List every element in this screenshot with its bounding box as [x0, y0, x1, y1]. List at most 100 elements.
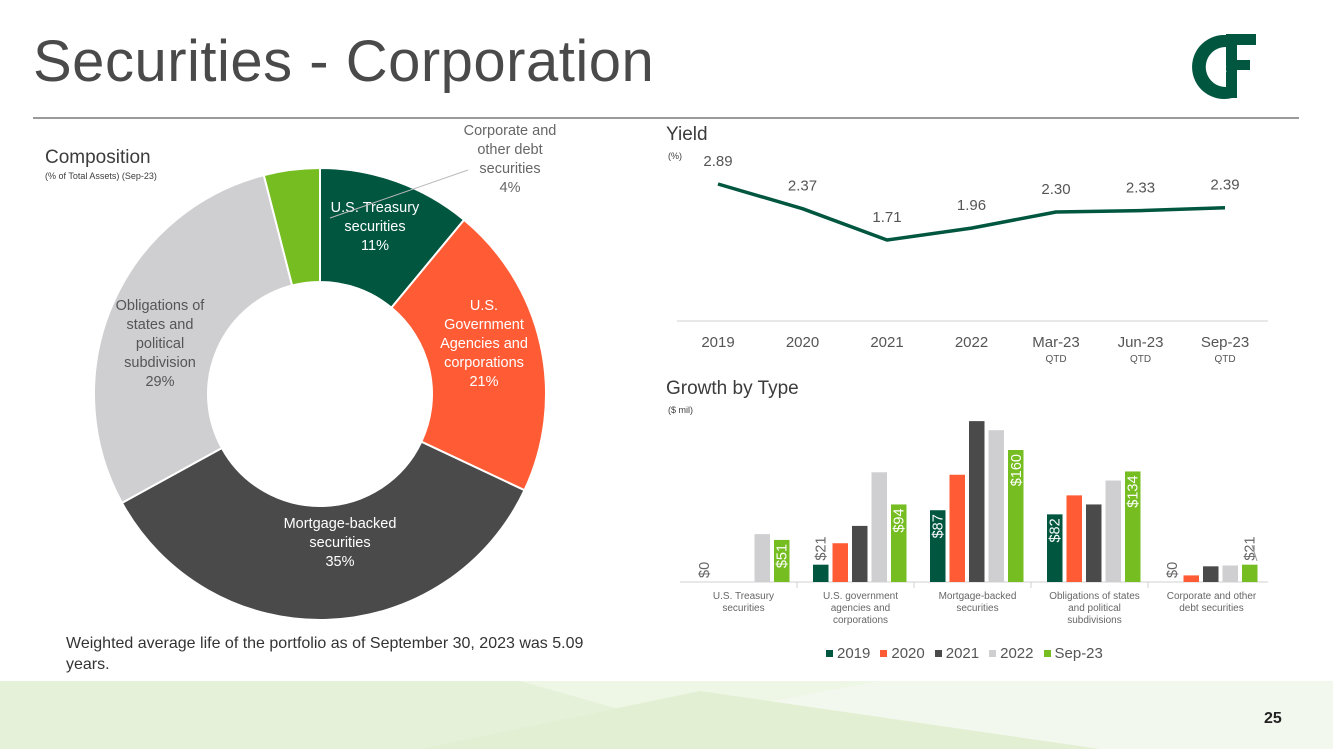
bar-data-label: $87 [931, 514, 947, 538]
growth-x-tick-label: and political [1068, 603, 1121, 614]
donut-slice-corporate-and-other-debt-securities [262, 166, 321, 287]
donut-percent-label: 4% [500, 180, 521, 196]
bar-sep-23-u-s-government-agencies-and-corporations [891, 504, 907, 582]
yield-x-tick-label: 2022 [955, 334, 988, 351]
bar-sep-23-corporate-and-other-debt-securities [1242, 564, 1258, 582]
yield-x-tick-label: Jun-23 [1118, 334, 1164, 351]
yield-data-label: 2.33 [1126, 180, 1155, 197]
composition-donut-chart: U.S. Treasury securities 11% U.S. Government… [93, 123, 557, 621]
bar-2019-obligations-of-states-and-political-subdivisions [1047, 514, 1063, 582]
growth-x-tick-label: corporations [833, 615, 888, 626]
bar-2019-mortgage-backed-securities [930, 510, 946, 582]
yield-x-tick-sublabel: QTD [1130, 354, 1151, 365]
logo-ampersand: & [1217, 59, 1228, 76]
yield-line-chart: 2.89 2019 2.37 2020 1.71 2021 1.96 2022 2.30 Mar-… [677, 153, 1268, 365]
page-number: 25 [1264, 710, 1282, 727]
growth-x-tick-label: Obligations of states [1049, 591, 1140, 602]
legend-item-2020: 2020 [880, 645, 925, 662]
donut-label-corporate-and-other-debt-securities: Corporate and other debt securities 4% [464, 123, 557, 196]
bar-2021-corporate-and-other-debt-securities [1203, 566, 1219, 582]
growth-legend: 2019 2020 2021 2022 Sep-23 [826, 645, 1103, 662]
legend-item-2019: 2019 [826, 645, 870, 662]
donut-category-label: securities [344, 219, 405, 235]
donut-percent-label: 35% [325, 554, 354, 570]
donut-slice-u-s-government-agencies-and-corporations [389, 218, 547, 492]
title-divider [33, 117, 1299, 119]
donut-label-mortgage-backed-securities: Mortgage-backed securities 35% [284, 516, 397, 570]
leader-line [329, 169, 469, 219]
legend-item-2021: 2021 [934, 645, 979, 662]
yield-title: Yield [666, 124, 708, 145]
bar-2020-obligations-of-states-and-political-subdivisions [1066, 495, 1082, 582]
yield-data-label: 2.39 [1210, 177, 1239, 194]
donut-percent-label: 29% [145, 374, 174, 390]
donut-category-label: Corporate and [464, 123, 557, 139]
bar-2019-u-s-government-agencies-and-corporations [813, 564, 829, 582]
bar-2022-mortgage-backed-securities [988, 430, 1004, 582]
donut-percent-label: 11% [361, 238, 389, 254]
donut-category-label: securities [309, 535, 370, 551]
bar-data-label: $21 [814, 536, 830, 560]
donut-category-label: Obligations of [116, 298, 206, 314]
bar-sep-23-u-s-treasury-securities [774, 539, 790, 582]
bar-2020-corporate-and-other-debt-securities [1183, 575, 1199, 582]
portfolio-note: Weighted average life of the portfolio a… [66, 635, 584, 673]
bar-data-label: $21 [1243, 536, 1259, 560]
composition-subtitle: (% of Total Assets) (Sep-23) [45, 171, 157, 181]
donut-label-u-s-government-agencies-and-corporations: U.S. Government Agencies and corporations 21… [440, 298, 528, 390]
legend-item-2022: 2022 [989, 645, 1034, 662]
yield-x-tick-label: 2021 [870, 334, 903, 351]
growth-title: Growth by Type [666, 378, 799, 399]
donut-slice-mortgage-backed-securities [120, 440, 526, 621]
bar-2020-u-s-government-agencies-and-corporations [832, 543, 848, 582]
yield-data-label: 2.30 [1041, 181, 1070, 198]
bar-2022-u-s-government-agencies-and-corporations [871, 472, 887, 582]
bar-sep-23-mortgage-backed-securities [1008, 450, 1024, 582]
yield-data-label: 1.71 [872, 209, 901, 226]
growth-x-tick-label: agencies and [831, 603, 891, 614]
donut-category-label: corporations [444, 355, 524, 371]
bar-data-label: $160 [1009, 454, 1025, 486]
legend-item-sep23: Sep-23 [1043, 645, 1103, 662]
donut-category-label: securities [479, 161, 540, 177]
bar-data-label: $51 [775, 544, 791, 568]
bar-2022-u-s-treasury-securities [754, 534, 770, 582]
yield-x-tick-label: 2020 [786, 334, 819, 351]
donut-percent-label: 21% [469, 374, 498, 390]
bar-data-label: $94 [892, 508, 908, 532]
company-logo: & [1192, 34, 1256, 99]
bar-2021-obligations-of-states-and-political-subdivisions [1086, 504, 1102, 582]
yield-x-tick-label: Mar-23 [1032, 334, 1080, 351]
growth-subtitle: ($ mil) [668, 405, 693, 415]
yield-series-line [717, 182, 1226, 242]
bar-2022-corporate-and-other-debt-securities [1222, 565, 1238, 582]
yield-x-tick-sublabel: QTD [1045, 354, 1066, 365]
yield-data-label: 1.96 [957, 197, 986, 214]
bar-data-label: $134 [1126, 475, 1142, 507]
growth-x-tick-label: subdivisions [1067, 615, 1121, 626]
donut-category-label: U.S. Treasury [331, 200, 420, 216]
bar-2022-obligations-of-states-and-political-subdivisions [1105, 480, 1121, 582]
bar-data-label: $0 [1165, 562, 1181, 578]
donut-category-label: political [136, 336, 184, 352]
page-title: Securities - Corporation [33, 29, 655, 94]
bar-2021-mortgage-backed-securities [969, 421, 985, 582]
bar-2021-u-s-government-agencies-and-corporations [852, 525, 868, 582]
yield-x-tick-sublabel: QTD [1214, 354, 1235, 365]
yield-subtitle: (%) [668, 151, 682, 161]
donut-slice-obligations-of-states-and-political-subdivision [93, 173, 294, 505]
bar-2020-mortgage-backed-securities [949, 474, 965, 582]
growth-x-tick-label: Mortgage-backed [939, 591, 1017, 602]
donut-category-label: Agencies and [440, 336, 528, 352]
donut-label-u-s-treasury-securities: U.S. Treasury securities 11% [331, 200, 420, 254]
growth-x-tick-label: securities [956, 603, 998, 614]
donut-category-label: Government [444, 317, 524, 333]
yield-x-tick-label: Sep-23 [1201, 334, 1249, 351]
composition-title: Composition [45, 147, 151, 168]
bar-label-leader [1251, 544, 1258, 562]
donut-category-label: U.S. [470, 298, 498, 314]
growth-x-tick-label: debt securities [1179, 603, 1243, 614]
donut-category-label: Mortgage-backed [284, 516, 397, 532]
growth-x-tick-label: U.S. government [823, 591, 898, 602]
bar-sep-23-obligations-of-states-and-political-subdivisions [1125, 471, 1141, 582]
